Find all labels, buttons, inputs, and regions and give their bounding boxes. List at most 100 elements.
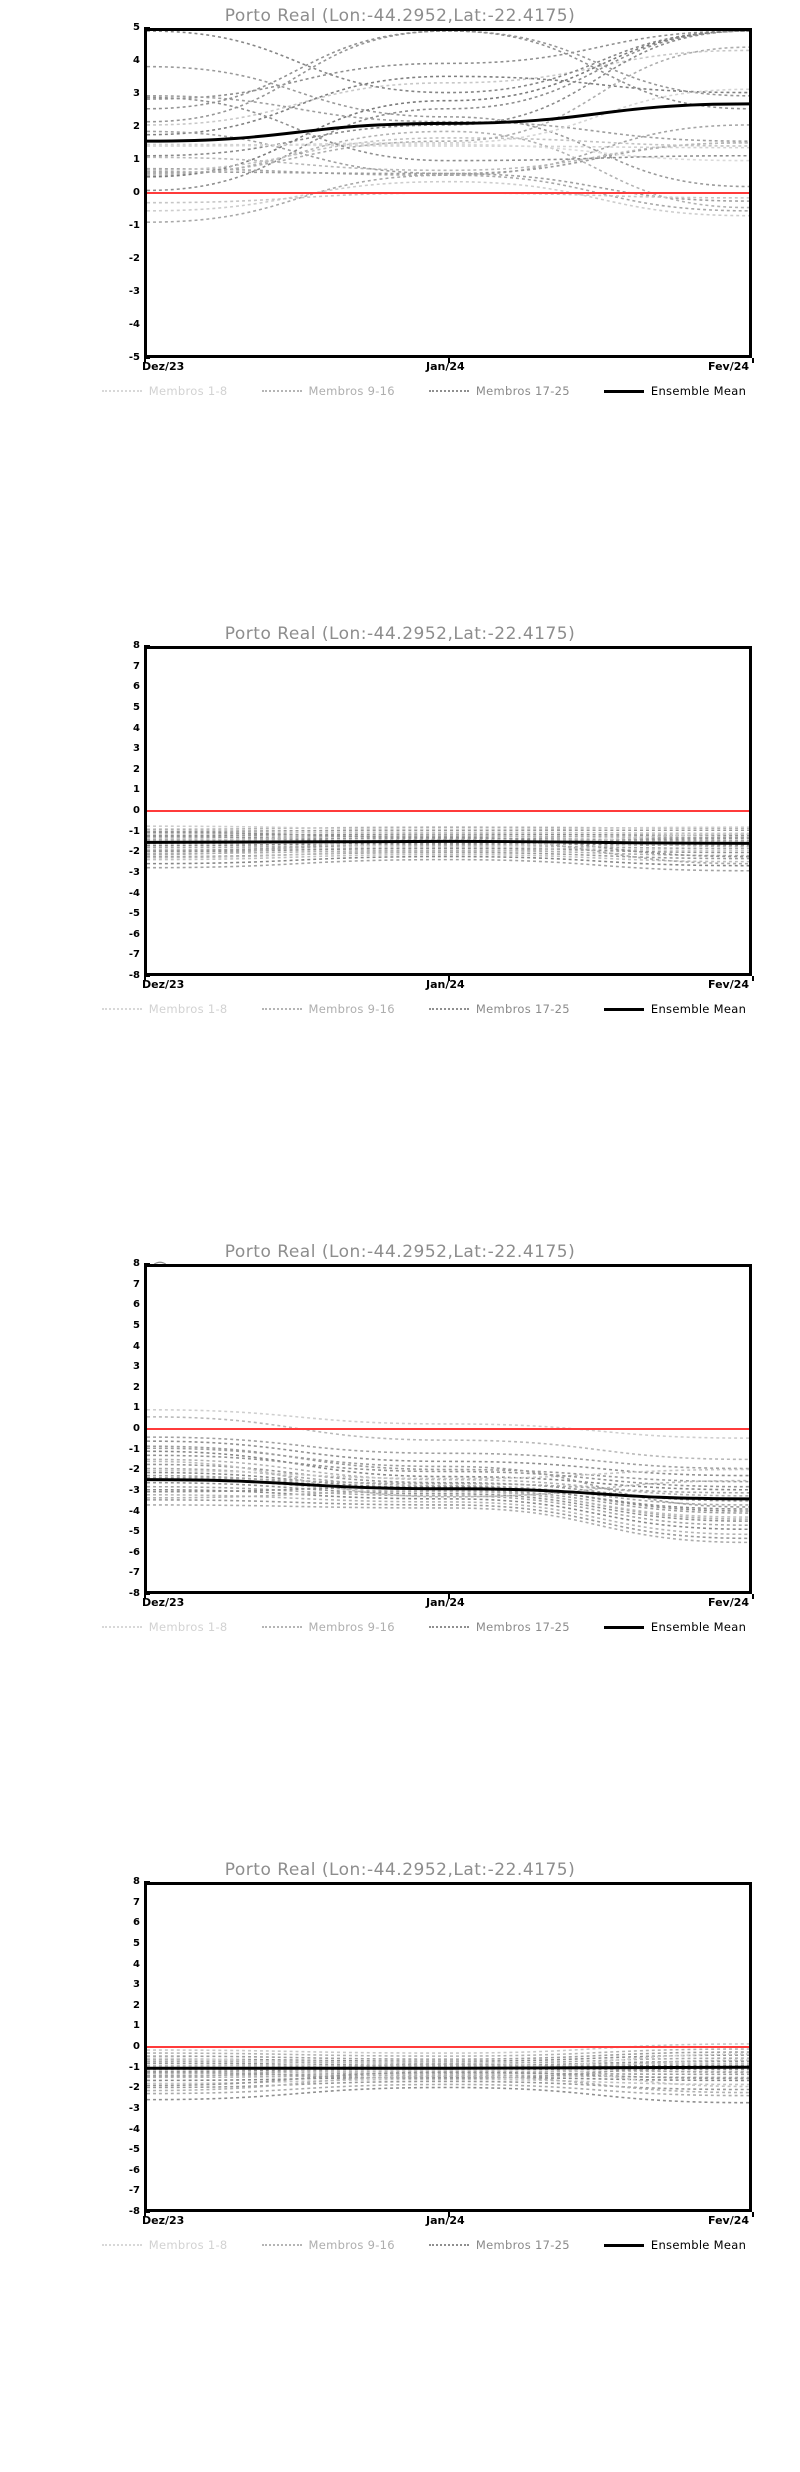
chart-legend: Membros 1-8 Membros 9-16 Membros 17-25 Ense…: [96, 1000, 752, 1018]
legend-item[interactable]: Membros 17-25: [428, 2238, 570, 2252]
member-line: [147, 842, 749, 847]
series-canvas: [147, 1408, 749, 1544]
legend-item[interactable]: Ensemble Mean: [603, 2238, 747, 2252]
y-tick-mark: [144, 2211, 150, 2213]
legend-label: Membros 9-16: [308, 2238, 395, 2252]
x-tick-mark: [448, 358, 450, 363]
member-line: [147, 1408, 749, 1439]
member-line: [147, 839, 749, 843]
member-line: [147, 2048, 749, 2057]
x-tick-label: Dez/23: [142, 1596, 185, 1609]
member-line: [147, 1499, 749, 1540]
legend-item[interactable]: Membros 17-25: [428, 384, 570, 398]
member-line: [147, 1436, 749, 1470]
member-line: [147, 31, 749, 192]
member-line: [147, 1485, 749, 1526]
y-tick-label: -3: [128, 286, 140, 297]
legend-label: Ensemble Mean: [650, 1002, 747, 1016]
y-tick-label: 6: [133, 1299, 140, 1311]
x-tick-label: Jan/24: [426, 2214, 465, 2227]
y-tick-label: 4: [133, 1340, 140, 1352]
legend-item[interactable]: Membros 9-16: [261, 2238, 395, 2252]
y-tick-label: -2: [128, 846, 140, 858]
chart-legend: Membros 1-8 Membros 9-16 Membros 17-25 Ense…: [96, 382, 752, 400]
member-line: [147, 851, 749, 860]
member-line: [147, 96, 749, 162]
y-tick-label: 4: [133, 55, 140, 66]
y-tick-label: -6: [128, 1546, 140, 1558]
y-tick-label: -7: [128, 949, 140, 961]
x-tick-label: Fev/24: [708, 1596, 750, 1609]
legend-label: Membros 1-8: [148, 1002, 228, 1016]
y-tick-label: -3: [128, 2102, 140, 2114]
y-tick-label: 7: [133, 1278, 140, 1290]
y-tick-label: 1: [133, 784, 140, 796]
chart-panel-4: Porto Real (Lon:-44.2952,Lat:-22.4175)An…: [0, 1854, 800, 2472]
y-tick-label: -1: [128, 1443, 140, 1455]
member-line: [147, 1416, 749, 1461]
legend-label: Membros 1-8: [148, 2238, 228, 2252]
legend-solid-line-icon: [603, 1625, 644, 1629]
legend-item[interactable]: Ensemble Mean: [603, 1620, 746, 1634]
member-line: [147, 75, 749, 136]
member-line: [147, 124, 749, 176]
member-line: [147, 2063, 749, 2078]
legend-item[interactable]: Membros 1-8: [101, 384, 228, 398]
x-tick-label: Fev/24: [708, 360, 750, 373]
member-line: [147, 2043, 749, 2054]
legend-item[interactable]: Membros 17-25: [428, 1620, 570, 1634]
member-line: [147, 2059, 749, 2088]
legend-dotted-line-icon: [101, 1626, 142, 1628]
x-tick-label: Fev/24: [708, 2214, 750, 2227]
legend-item[interactable]: Membros 9-16: [261, 384, 395, 398]
legend-item[interactable]: Membros 17-25: [428, 1002, 570, 1016]
legend-label: Membros 9-16: [308, 1002, 395, 1016]
y-tick-label: -2: [128, 1464, 140, 1476]
legend-dotted-line-icon: [428, 1626, 469, 1628]
member-line: [147, 2080, 749, 2091]
legend-item[interactable]: Ensemble Mean: [603, 1002, 747, 1016]
x-tick-label: Fev/24: [708, 978, 750, 991]
x-tick-label: Dez/23: [142, 978, 185, 991]
member-line: [147, 130, 749, 202]
y-tick-label: 0: [133, 187, 140, 198]
legend-item[interactable]: Membros 9-16: [261, 1002, 395, 1016]
y-tick-label: 1: [133, 2020, 140, 2032]
y-tick-label: 1: [133, 1402, 140, 1414]
chart-legend: Membros 1-8 Membros 9-16 Membros 17-25 Ense…: [96, 2236, 752, 2254]
y-tick-label: 5: [133, 1937, 140, 1949]
x-tick-mark: [752, 358, 754, 363]
x-tick-label: Jan/24: [426, 1596, 465, 1609]
legend-label: Ensemble Mean: [650, 2238, 747, 2252]
x-tick-label: Jan/24: [426, 360, 465, 373]
member-line: [147, 833, 749, 848]
y-tick-mark: [144, 1593, 150, 1595]
chart-panel-2: Porto Real (Lon:-44.2952,Lat:-22.4175)An…: [0, 618, 800, 1236]
legend-label: Membros 17-25: [475, 384, 570, 398]
ensemble-mean-line: [147, 839, 749, 845]
member-line: [147, 130, 749, 209]
plot-area: Anomalia de Temperatura Maxima a 2m (oC)…: [96, 1259, 754, 1609]
legend-label: Membros 1-8: [148, 1620, 228, 1634]
legend-item[interactable]: Membros 1-8: [101, 2238, 228, 2252]
member-line: [147, 2083, 749, 2097]
legend-dotted-line-icon: [261, 1008, 302, 1010]
legend-solid-line-icon: [603, 389, 644, 393]
x-tick-label: Jan/24: [426, 978, 465, 991]
y-tick-label: -6: [128, 2164, 140, 2176]
legend-solid-line-icon: [603, 1007, 644, 1011]
y-tick-label: -5: [128, 1526, 140, 1538]
legend-item[interactable]: Membros 1-8: [101, 1620, 228, 1634]
legend-item[interactable]: Ensemble Mean: [603, 384, 746, 398]
x-tick-mark: [144, 2212, 146, 2217]
legend-item[interactable]: Membros 1-8: [101, 1002, 228, 1016]
plot-frame: [144, 646, 752, 976]
y-tick-label: 6: [133, 681, 140, 693]
legend-dotted-line-icon: [261, 1626, 302, 1628]
member-line: [147, 2064, 749, 2069]
y-tick-label: 3: [133, 1361, 140, 1373]
legend-item[interactable]: Membros 9-16: [261, 1620, 395, 1634]
member-line: [147, 88, 749, 147]
chart-title: Porto Real (Lon:-44.2952,Lat:-22.4175): [224, 1860, 576, 1880]
